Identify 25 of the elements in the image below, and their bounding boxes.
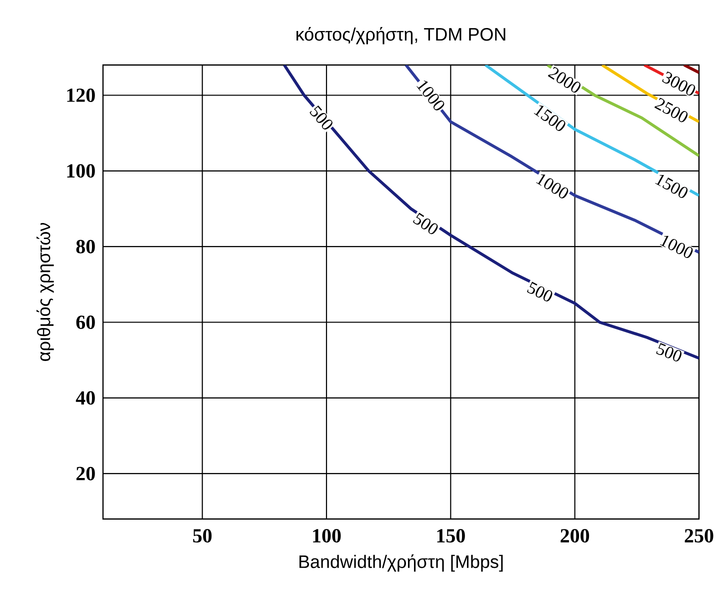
annotation: 500 xyxy=(310,105,332,130)
y-tick-label: 20 xyxy=(76,466,95,480)
annotation: 1500 xyxy=(534,106,566,131)
y-tick-label: 120 xyxy=(67,88,95,102)
y-tick-label: 80 xyxy=(76,240,95,254)
annotation: 500 xyxy=(656,342,682,362)
x-tick-label: 50 xyxy=(193,529,212,543)
x-tick-label: 200 xyxy=(560,529,590,543)
y-tick-label: 60 xyxy=(76,316,95,329)
annotation: 1000 xyxy=(536,174,568,198)
annotation: 500 xyxy=(412,212,438,234)
x-axis-title: Bandwidth/χρήστη [Mbps] xyxy=(299,554,503,572)
annotation: 1500 xyxy=(655,174,688,198)
annotation: 2500 xyxy=(654,98,688,122)
annotation: 500 xyxy=(526,282,552,302)
y-axis-title: αριθμός χρηστών xyxy=(36,222,54,361)
annotation: 3000 xyxy=(662,72,696,96)
annotation: 2000 xyxy=(548,66,580,93)
chart-title: κόστος/χρήστη, TDM PON xyxy=(296,26,506,44)
annotation: 1000 xyxy=(660,236,693,258)
x-tick-label: 100 xyxy=(313,529,341,543)
y-tick-label: 40 xyxy=(76,391,95,405)
x-tick-label: 150 xyxy=(437,529,465,543)
y-tick-label: 100 xyxy=(67,164,95,178)
x-tick-label: 250 xyxy=(684,529,714,543)
